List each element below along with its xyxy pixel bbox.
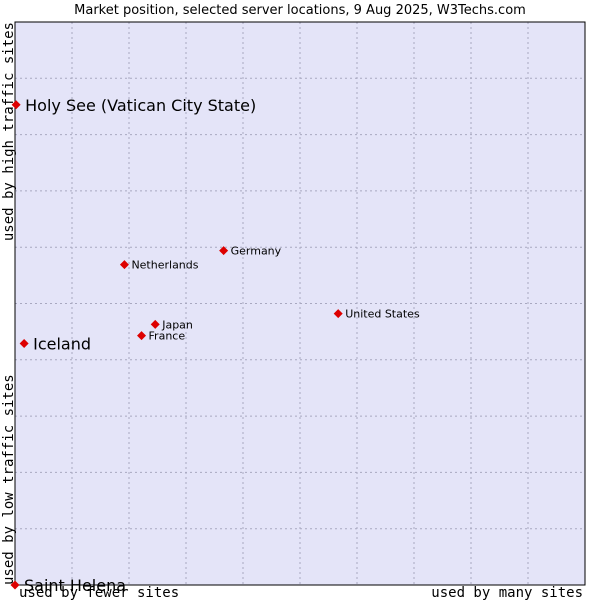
chart-title: Market position, selected server locatio… [74,3,526,18]
point-marker [11,100,21,110]
point-marker [150,319,160,329]
plot-border [14,21,586,586]
x-axis-label-left: used by fewer sites [19,585,179,600]
point-united-states: United States [333,308,420,321]
point-germany: Germany [219,245,282,258]
data-points: Holy See (Vatican City State) Iceland Sain… [10,96,420,595]
point-label: France [149,330,186,343]
point-label: Holy See (Vatican City State) [25,96,256,115]
y-axis-label-bottom: used by low traffic sites [1,374,17,585]
point-marker [219,246,229,256]
point-label: United States [345,308,420,321]
point-marker [19,338,29,348]
point-label: Germany [231,245,282,258]
point-japan: Japan [150,318,193,331]
point-label: Iceland [33,334,91,353]
x-axis-label-right: used by many sites [431,585,583,600]
point-marker [137,331,147,341]
point-saint-helena: Saint Helena [10,576,126,595]
point-label: Netherlands [131,259,198,272]
point-netherlands: Netherlands [119,259,199,272]
point-label: Saint Helena [24,576,126,595]
y-axis-label-top: used by high traffic sites [1,22,17,241]
grid-lines [15,22,585,585]
point-iceland: Iceland [19,334,91,353]
point-marker [10,580,20,590]
point-label: Japan [161,318,193,331]
point-holy-see-vatican-city-state: Holy See (Vatican City State) [11,96,256,115]
point-france: France [137,330,185,343]
point-marker [119,260,129,270]
point-marker [333,309,343,319]
